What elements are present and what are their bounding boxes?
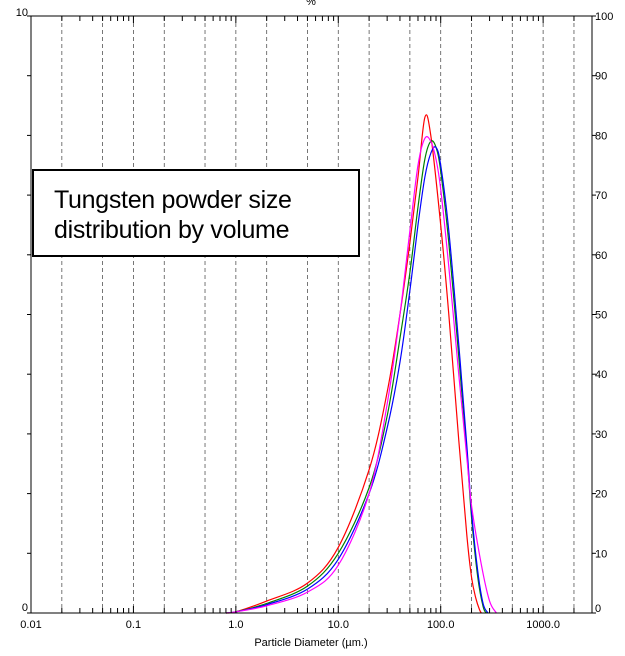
right-axis-tick-label: 90	[595, 71, 607, 83]
x-tick-label: 0.1	[126, 619, 141, 631]
right-axis-tick-label: 80	[595, 130, 607, 142]
annotation-line-1: Tungsten powder size	[54, 186, 292, 214]
series-line-4	[225, 136, 497, 614]
x-tick-label: 0.01	[20, 619, 41, 631]
series-line-1	[225, 114, 482, 614]
left-axis-tick-label: 10	[16, 7, 28, 19]
right-axis-tick-label: 10	[595, 548, 607, 560]
x-tick-label: 10.0	[328, 619, 349, 631]
x-axis-label: Particle Diameter (µm.)	[254, 637, 367, 649]
left-axis-tick-label: 0	[22, 602, 28, 614]
left-axis-unit: %	[306, 0, 316, 8]
axes-ticks: 0.01 0.1 1.0 10.0 100.0 1000.0010010203040506…	[16, 7, 614, 631]
right-axis-tick-label: 0	[595, 603, 601, 615]
right-axis-tick-label: 40	[595, 369, 607, 381]
right-axis-tick-label: 50	[595, 310, 607, 322]
x-tick-label: 1.0	[228, 619, 243, 631]
right-axis-tick-label: 20	[595, 489, 607, 501]
right-axis-tick-label: 60	[595, 250, 607, 262]
annotation-line-2: distribution by volume	[54, 216, 290, 244]
annotation-box: Tungsten powder size distribution by vol…	[32, 169, 360, 257]
x-tick-label: 100.0	[427, 619, 455, 631]
grid-lines	[61, 16, 575, 613]
right-axis-tick-label: 30	[595, 429, 607, 441]
x-tick-label: 1000.0	[526, 619, 560, 631]
series-layer	[225, 114, 497, 614]
right-axis-tick-label: 70	[595, 190, 607, 202]
right-axis-tick-label: 100	[595, 11, 613, 23]
plot-frame	[30, 15, 593, 614]
